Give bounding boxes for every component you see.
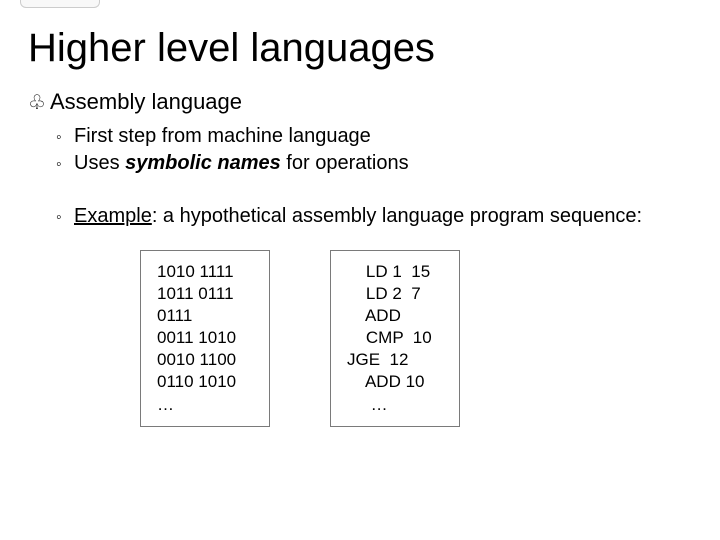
slide-title: Higher level languages bbox=[28, 26, 692, 71]
bullet-2-pre: Uses bbox=[74, 152, 125, 174]
bullet-item-1: ◦First step from machine language bbox=[56, 125, 692, 148]
assembly-code-box: LD 1 15 LD 2 7 ADD CMP 10 JGE 12 ADD 10 … bbox=[330, 250, 460, 427]
bullet-3-rest: : a hypothetical assembly language progr… bbox=[152, 205, 642, 227]
bullet-item-3: ◦Example: a hypothetical assembly langua… bbox=[56, 205, 692, 228]
code-boxes-row: 1010 1111 1011 0111 0111 0011 1010 0010 … bbox=[140, 250, 692, 427]
bullet-2-post: for operations bbox=[281, 152, 409, 174]
tab-fragment bbox=[20, 0, 100, 8]
slide-content: Higher level languages ♧Assembly languag… bbox=[0, 0, 720, 427]
bullet-1-text: First step from machine language bbox=[74, 125, 371, 147]
machine-code-box: 1010 1111 1011 0111 0111 0011 1010 0010 … bbox=[140, 250, 270, 427]
bullet-level2-symbol: ◦ bbox=[56, 209, 74, 227]
spacer bbox=[28, 179, 692, 205]
bullet-2-emphasis: symbolic names bbox=[125, 152, 281, 174]
bullet-3-label: Example bbox=[74, 205, 152, 227]
bullet-level2-symbol: ◦ bbox=[56, 129, 74, 147]
section-heading-line: ♧Assembly language bbox=[28, 89, 692, 115]
section-heading-text: Assembly language bbox=[50, 89, 242, 114]
bullet-level2-symbol: ◦ bbox=[56, 156, 74, 174]
bullet-item-2: ◦Uses symbolic names for operations bbox=[56, 152, 692, 175]
bullet-level1-symbol: ♧ bbox=[28, 90, 50, 115]
